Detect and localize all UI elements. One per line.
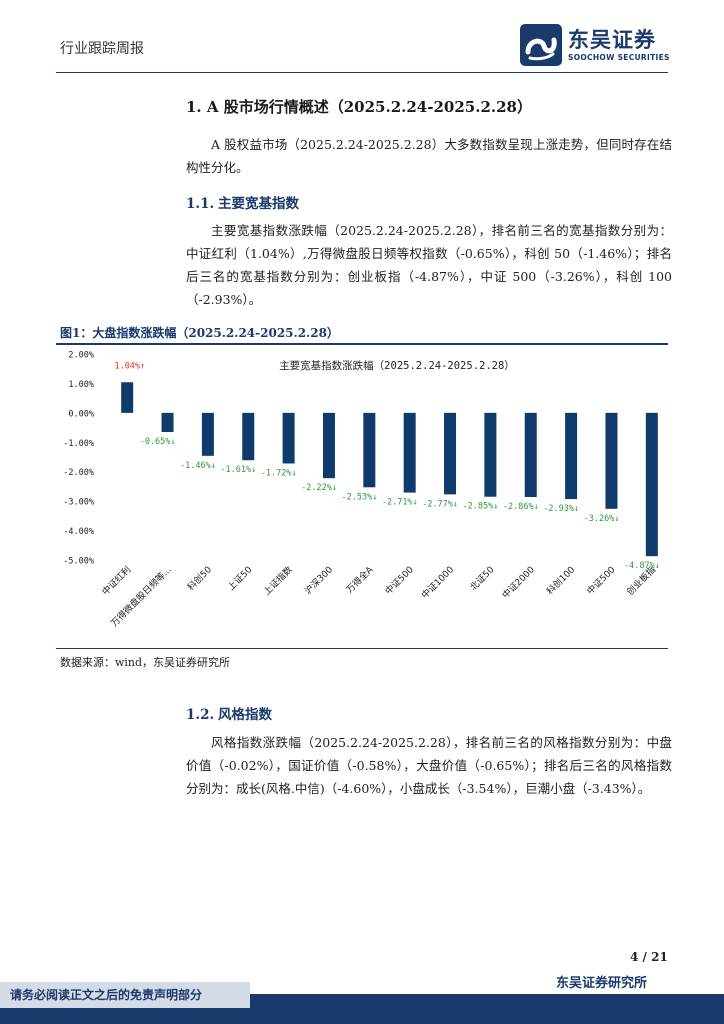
footer-organization: 东吴证券研究所 bbox=[556, 976, 648, 991]
bar bbox=[444, 412, 457, 495]
section-1-2-number: 1.2. bbox=[186, 707, 215, 723]
bar bbox=[645, 412, 658, 557]
data-label: -2.22%↓ bbox=[301, 483, 337, 493]
figure-1-caption: 图1：大盘指数涨跌幅（2025.2.24-2025.2.28） bbox=[60, 326, 339, 340]
y-axis: 2.00% 1.00% 0.00% -1.00% -2.00% -3.00% -4.00% -… bbox=[63, 351, 94, 567]
bar bbox=[322, 412, 335, 479]
y-tick-label: 1.00% bbox=[68, 380, 94, 390]
disclaimer-text: 请务必阅读正文之后的免责声明部分 bbox=[10, 988, 203, 1002]
logo-name: 东吴证券 bbox=[568, 28, 656, 52]
section-1-text: A 股权益市场（2025.2.24-2025.2.28）大多数指数呈现上涨走势，… bbox=[186, 137, 672, 175]
section-1-1-heading: 1.1. 主要宽基指数 bbox=[186, 192, 299, 212]
section-1-1-number: 1.1. bbox=[186, 196, 215, 212]
bar bbox=[161, 412, 174, 432]
y-tick-label: -4.00% bbox=[63, 527, 94, 537]
chart-title: 主要宽基指数涨跌幅（2025.2.24-2025.2.28） bbox=[279, 359, 515, 372]
bar bbox=[565, 412, 578, 500]
bar-chart: 主要宽基指数涨跌幅（2025.2.24-2025.2.28） 2.00% 1.00… bbox=[63, 351, 660, 630]
x-tick-label: 北证50 bbox=[468, 564, 497, 593]
bar-series bbox=[121, 382, 658, 557]
data-label: -4.87%↓ bbox=[624, 561, 660, 571]
section-1-paragraph: A 股权益市场（2025.2.24-2025.2.28）大多数指数呈现上涨走势，… bbox=[186, 133, 672, 179]
section-1-heading: 1. A 股市场行情概述（2025.2.24-2025.2.28） bbox=[186, 98, 532, 116]
bar bbox=[363, 412, 376, 488]
x-tick-label: 上证指数 bbox=[261, 564, 295, 598]
data-label: -2.77%↓ bbox=[422, 499, 458, 509]
y-tick-label: 0.00% bbox=[68, 409, 94, 419]
section-1-1-paragraph: 主要宽基指数涨跌幅（2025.2.24-2025.2.28），排名前三名的宽基指… bbox=[186, 219, 672, 311]
bar bbox=[484, 412, 497, 497]
y-tick-label: -2.00% bbox=[63, 468, 94, 478]
data-label: -1.72%↓ bbox=[261, 468, 297, 478]
company-logo: 东吴证券 SOOCHOW SECURITIES bbox=[520, 24, 680, 68]
data-label: 1.04%↑ bbox=[114, 361, 145, 371]
x-tick-label: 中证500 bbox=[382, 563, 416, 597]
report-type-label: 行业跟踪周报 bbox=[60, 41, 144, 57]
logo-english-name: SOOCHOW SECURITIES bbox=[568, 53, 670, 62]
y-tick-label: 2.00% bbox=[68, 351, 94, 361]
data-label: -2.85%↓ bbox=[463, 502, 499, 512]
bar bbox=[242, 412, 255, 461]
x-tick-label: 中证1000 bbox=[419, 563, 457, 601]
section-1-1-text: 主要宽基指数涨跌幅（2025.2.24-2025.2.28），排名前三名的宽基指… bbox=[186, 223, 672, 307]
y-tick-label: -3.00% bbox=[63, 498, 94, 508]
header-divider bbox=[56, 72, 668, 73]
x-tick-label: 中证2000 bbox=[499, 563, 537, 601]
data-label: -2.71%↓ bbox=[382, 498, 418, 508]
figure-bottom-rule bbox=[56, 648, 668, 649]
x-tick-label: 沪深300 bbox=[302, 563, 336, 597]
x-tick-label: 科创100 bbox=[544, 563, 578, 597]
data-label: -2.93%↓ bbox=[543, 504, 579, 514]
disclaimer-box: 请务必阅读正文之后的免责声明部分 bbox=[0, 982, 250, 1008]
x-tick-label: 万得全A bbox=[344, 563, 377, 596]
figure-source: 数据来源：wind，东吴证券研究所 bbox=[60, 656, 231, 669]
x-tick-label: 中证500 bbox=[584, 563, 618, 597]
x-tick-label: 科创50 bbox=[185, 563, 215, 593]
bar bbox=[201, 412, 214, 456]
footer-accent-line bbox=[250, 994, 724, 996]
page-number: 4 / 21 bbox=[630, 950, 668, 964]
y-tick-label: -5.00% bbox=[63, 557, 94, 567]
data-label: -3.26%↓ bbox=[584, 514, 620, 524]
data-label: -0.65%↓ bbox=[140, 437, 176, 447]
bar bbox=[524, 412, 537, 498]
figure-top-rule bbox=[56, 343, 668, 345]
logo-mark-icon bbox=[520, 24, 562, 66]
section-1-2-heading: 1.2. 风格指数 bbox=[186, 703, 272, 723]
data-label: -1.46%↓ bbox=[180, 461, 216, 471]
data-label: -1.61%↓ bbox=[220, 465, 256, 475]
value-labels: 1.04%↑ -0.65%↓ -1.46%↓ -1.61%↓ -1.72%↓ -2.22%… bbox=[114, 361, 659, 571]
section-1-1-title: 主要宽基指数 bbox=[218, 196, 299, 212]
y-tick-label: -1.00% bbox=[63, 439, 94, 449]
bar bbox=[282, 412, 295, 464]
x-tick-label: 上证50 bbox=[226, 564, 255, 593]
section-1-2-paragraph: 风格指数涨跌幅（2025.2.24-2025.2.28），排名前三名的风格指数分… bbox=[186, 731, 672, 800]
bar bbox=[403, 412, 416, 493]
bar bbox=[605, 412, 618, 509]
bar bbox=[121, 382, 134, 413]
data-label: -2.53%↓ bbox=[341, 492, 377, 502]
section-1-2-title: 风格指数 bbox=[218, 707, 272, 723]
data-label: -2.86%↓ bbox=[503, 502, 539, 512]
x-tick-label: 中证红利 bbox=[99, 564, 133, 598]
section-1-2-text: 风格指数涨跌幅（2025.2.24-2025.2.28），排名前三名的风格指数分… bbox=[186, 735, 672, 796]
